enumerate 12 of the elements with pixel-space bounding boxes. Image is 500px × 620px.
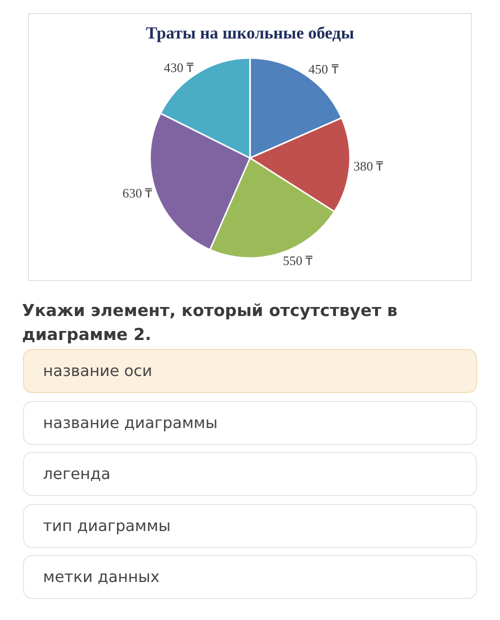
answer-option: легенда bbox=[23, 452, 477, 496]
chart-title: Траты на школьные обеды bbox=[146, 24, 354, 43]
data-label: 450 ₸ bbox=[308, 62, 338, 77]
answer-option: метки данных bbox=[23, 555, 477, 599]
data-label: 630 ₸ bbox=[122, 185, 152, 200]
text: Укажи элемент, который отсутствует в диаграмме 2. bbox=[22, 300, 398, 346]
data-label: 430 ₸ bbox=[164, 60, 194, 76]
answer-option: название оси bbox=[23, 349, 477, 393]
data-label: 550 ₸ bbox=[282, 253, 313, 268]
answer-option: название диаграммы bbox=[23, 400, 477, 444]
data-label: 380 ₸ bbox=[353, 158, 384, 174]
answer-option: тип диаграммы bbox=[23, 504, 477, 548]
